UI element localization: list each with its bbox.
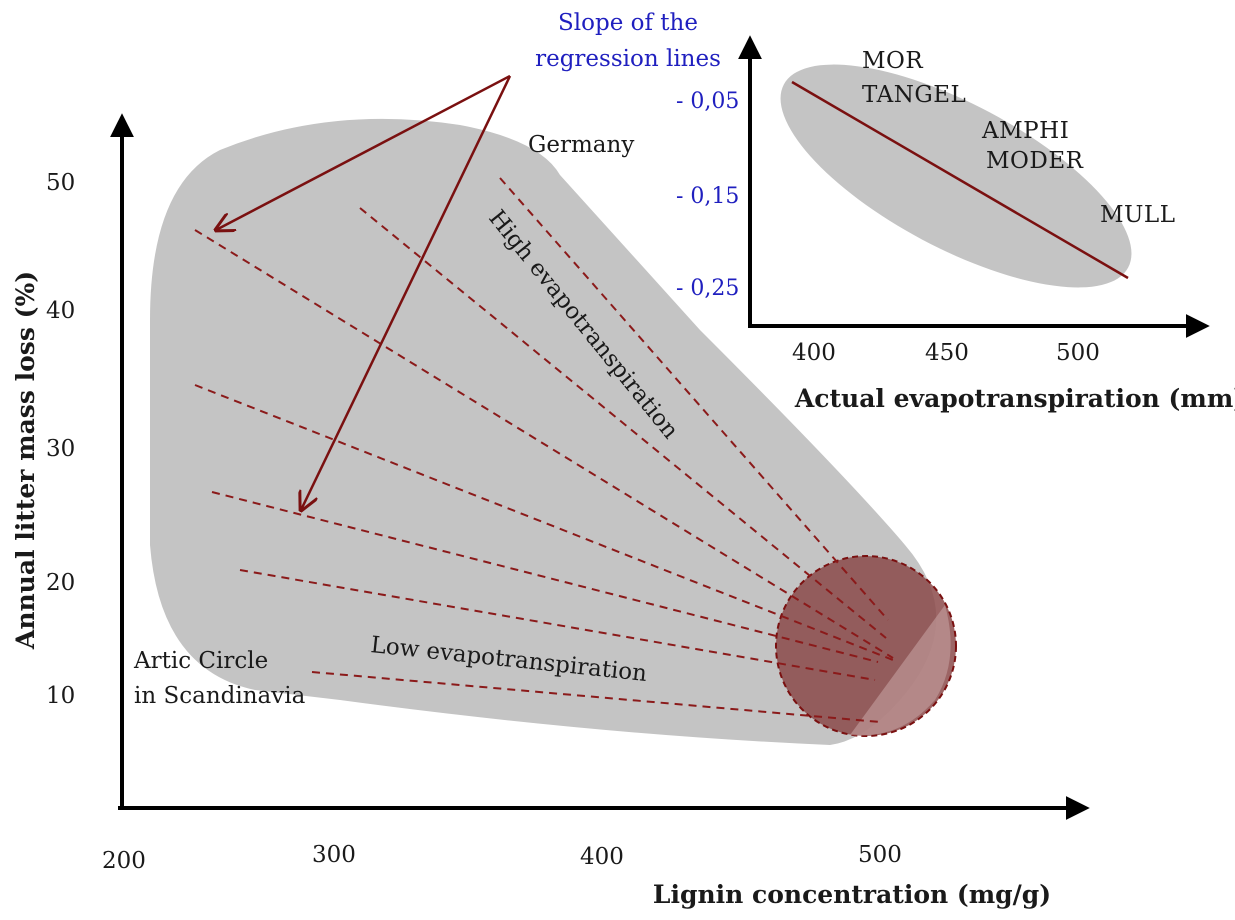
main-y-tick: 50 [46,170,75,196]
main-y-axis-title: Annual litter mass loss (%) [11,271,40,650]
slope-title-line1: Slope of the [558,10,698,36]
main-y-tick: 20 [46,570,75,596]
main-y-tick: 10 [46,683,75,709]
region-label-arctic-1: Artic Circle [133,648,268,674]
slope-arrow [216,74,511,230]
main-x-ticks: 200 300 400 500 [102,842,902,874]
humus-form-label: MULL [1100,202,1175,228]
slope-title-line2: regression lines [535,46,721,72]
regression-line [499,177,889,621]
main-y-ticks: 10 20 30 40 50 [46,170,75,709]
regression-line [239,569,876,681]
inset-y-tick: - 0,15 [676,184,739,209]
regression-line [359,207,887,639]
regression-line [211,491,879,663]
main-y-tick: 40 [46,298,75,324]
main-x-tick: 200 [102,848,146,874]
region-label-germany: Germany [528,132,634,158]
regression-lines [194,177,894,723]
inset-x-axis-title: Actual evapotranspiration (mm) [794,384,1235,413]
main-x-tick: 400 [580,844,624,870]
region-label-arctic-2: in Scandinavia [134,683,306,709]
inset-y-tick: - 0,25 [676,276,739,301]
main-x-tick: 500 [858,842,902,868]
humus-form-label: TANGEL [862,82,966,108]
inset-x-tick: 450 [925,340,969,366]
regression-line [311,671,881,723]
data-envelope [150,118,937,746]
slope-arrows [216,74,512,510]
regression-line [194,229,894,659]
humus-form-label: MOR [862,48,923,74]
slope-arrow [301,75,512,510]
main-x-axis-title: Lignin concentration (mg/g) [653,880,1051,909]
main-x-tick: 300 [312,842,356,868]
convergence-zone [775,555,957,737]
inset-x-tick: 400 [792,340,836,366]
inset-plot: - 0,05 - 0,15 - 0,25 400 450 500 Actual … [676,35,1235,413]
inset-envelope [780,64,1132,288]
humus-form-label: MODER [986,148,1084,174]
inset-y-tick: - 0,05 [676,89,739,114]
humus-form-label: AMPHI [981,118,1069,144]
main-axes [110,113,1090,820]
inset-x-tick: 500 [1056,340,1100,366]
inset-trend-line [791,80,1129,280]
main-y-tick: 30 [46,436,75,462]
